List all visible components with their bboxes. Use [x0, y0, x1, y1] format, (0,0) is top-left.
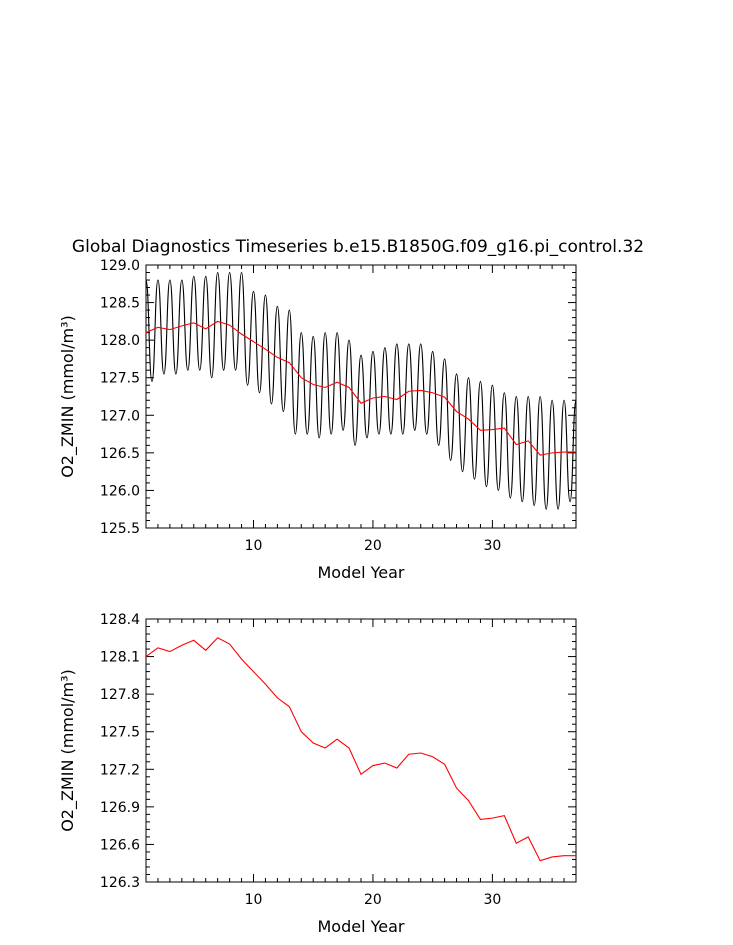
bottom-y-tick-label: 126.9: [100, 800, 140, 816]
bottom-y-tick-label: 127.8: [100, 687, 140, 703]
bottom-y-tick-label: 127.5: [100, 725, 140, 741]
top-y-axis-label: O2_ZMIN (mmol/m³): [58, 315, 78, 478]
top-y-tick-label: 127.0: [100, 408, 140, 424]
top-series-monthly-line: [146, 271, 576, 510]
top-y-tick-label: 128.5: [100, 296, 140, 312]
top-x-tick-label: 10: [245, 538, 263, 554]
bottom-x-tick-label: 30: [483, 892, 501, 908]
top-timeseries-plot: 10 20 30 125.5 126.0 126.5 127.0 127.5 128.0 128.…: [58, 258, 577, 582]
bottom-series-annual-mean-line: [146, 637, 576, 862]
bottom-y-tick-label: 126.3: [100, 875, 140, 891]
top-y-tick-label: 125.5: [100, 521, 140, 537]
top-y-tick-label: 128.0: [100, 333, 140, 349]
top-x-axis-label: Model Year: [318, 563, 405, 582]
top-x-tick-label: 30: [483, 538, 501, 554]
bottom-y-tick-label: 126.6: [100, 837, 140, 853]
top-y-tick-label: 129.0: [100, 258, 140, 274]
bottom-y-axis-label: O2_ZMIN (mmol/m³): [58, 669, 78, 832]
top-x-tick-label: 20: [364, 538, 382, 554]
bottom-x-tick-label: 20: [364, 892, 382, 908]
top-y-tick-label: 127.5: [100, 371, 140, 387]
top-series-annual-mean-line: [146, 320, 576, 456]
bottom-y-tick-label: 128.1: [100, 650, 140, 666]
bottom-y-tick-label: 128.4: [100, 612, 140, 628]
bottom-y-tick-label: 127.2: [100, 762, 140, 778]
chart-title: Global Diagnostics Timeseries b.e15.B185…: [72, 237, 644, 257]
top-y-tick-label: 126.0: [100, 483, 140, 499]
bottom-x-axis-label: Model Year: [318, 917, 405, 936]
bottom-plot-frame: [145, 618, 577, 883]
top-y-tick-label: 126.5: [100, 446, 140, 462]
bottom-annual-mean-plot: 10 20 30 126.3 126.6 126.9 127.2 127.5 127.8 128.…: [58, 612, 577, 936]
bottom-x-tick-label: 10: [245, 892, 263, 908]
